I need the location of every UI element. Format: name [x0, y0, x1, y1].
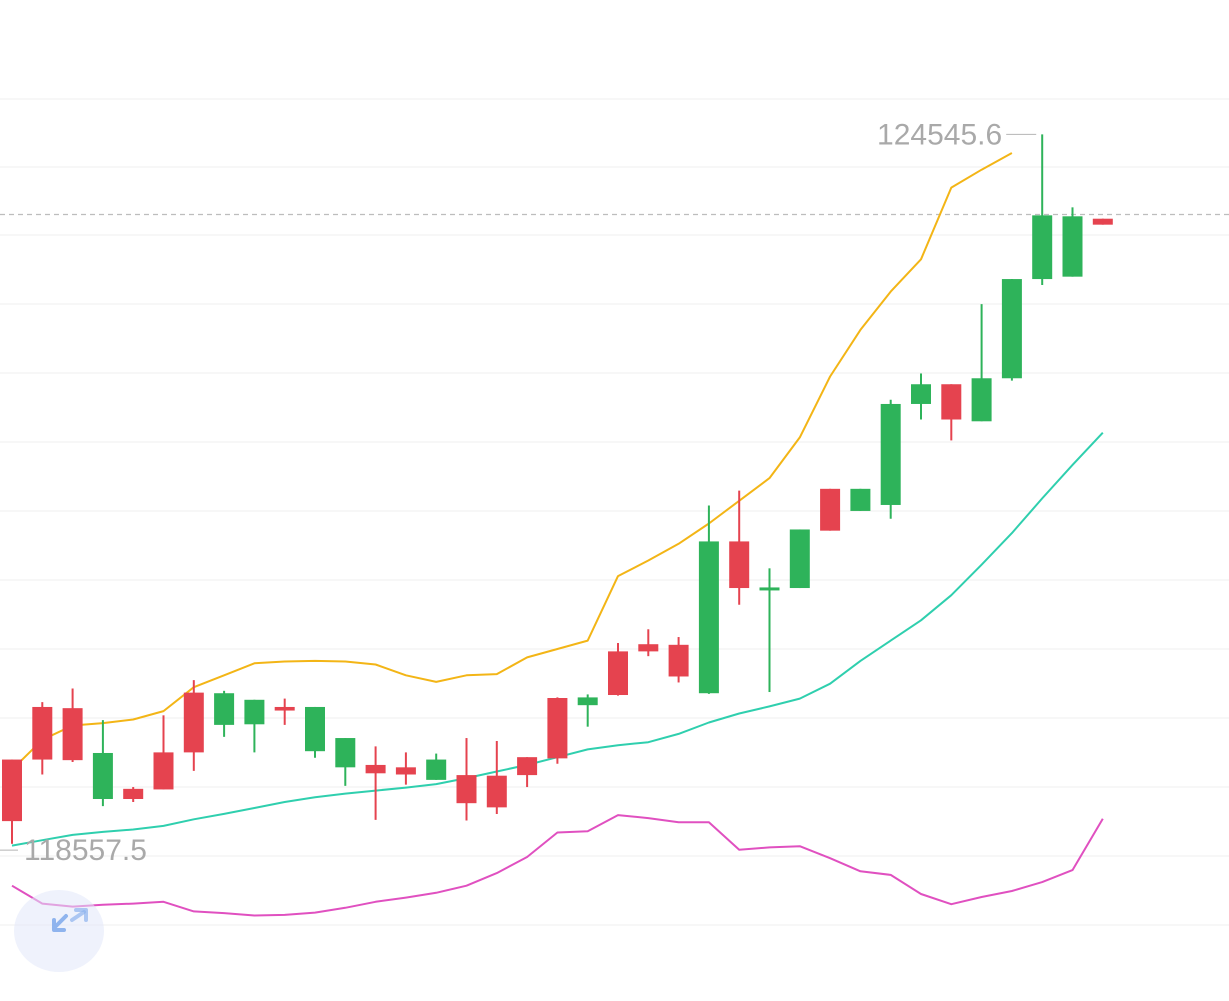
candle-body — [941, 384, 962, 420]
candle-body — [911, 384, 931, 404]
candle-body — [547, 698, 568, 759]
candle — [2, 759, 22, 844]
candle-body — [486, 775, 507, 808]
candle-body — [2, 759, 22, 822]
candle — [32, 702, 53, 775]
candle — [123, 787, 144, 802]
candle — [911, 373, 931, 420]
candle — [486, 741, 507, 814]
candle — [1092, 218, 1113, 225]
candle-body — [426, 759, 447, 780]
ma-short-line — [11, 152, 1013, 771]
candle — [850, 488, 871, 511]
price-labels: 124545.6 118557.5 — [0, 118, 1037, 867]
candle — [577, 694, 598, 727]
candle-body — [183, 692, 204, 753]
candle-body — [729, 541, 750, 589]
candle — [244, 699, 265, 753]
candle — [941, 384, 962, 441]
candle-body — [456, 775, 477, 804]
candle-body — [880, 403, 901, 505]
candle-body — [62, 708, 83, 761]
candle — [153, 715, 174, 790]
candle — [305, 706, 325, 758]
candle-body — [395, 767, 416, 775]
candle — [274, 698, 295, 725]
candle — [880, 399, 901, 519]
candle — [183, 680, 204, 771]
candle-body — [123, 788, 144, 799]
candle — [789, 529, 810, 589]
ma-long-line — [11, 432, 1104, 847]
candle — [759, 568, 780, 693]
candle-body — [668, 644, 689, 677]
candle — [638, 629, 659, 657]
candle — [668, 637, 689, 683]
candles — [2, 134, 1113, 844]
candle-body — [335, 738, 356, 768]
candle-body — [698, 541, 719, 694]
candle — [456, 738, 477, 821]
candle-body — [305, 706, 325, 752]
candle — [608, 643, 628, 696]
candle-body — [1001, 279, 1022, 379]
candle — [517, 757, 538, 788]
candle — [62, 688, 83, 762]
moving-average-lines — [11, 152, 1104, 917]
candle-body — [92, 752, 113, 799]
candle-body — [153, 752, 174, 790]
candle-body — [517, 757, 538, 776]
candle-body — [1092, 218, 1113, 225]
candle-body — [214, 693, 235, 725]
candle — [426, 753, 447, 780]
candle-body — [1062, 216, 1083, 277]
low-price-label: 118557.5 — [24, 834, 147, 867]
candle — [971, 304, 992, 422]
candle-body — [971, 378, 992, 422]
candle-body — [32, 706, 53, 760]
candle-body — [850, 488, 871, 511]
candle — [729, 490, 750, 605]
collapse-chart-button[interactable] — [14, 890, 104, 972]
candle — [214, 690, 235, 737]
candle — [92, 720, 113, 807]
high-price-label: 124545.6 — [877, 118, 1002, 151]
candle-body — [638, 644, 659, 652]
candle — [1062, 207, 1083, 277]
ma-extra-line — [11, 814, 1104, 917]
candle-body — [759, 587, 780, 591]
candle — [1001, 279, 1022, 381]
candle-body — [365, 764, 386, 774]
candle-body — [244, 699, 265, 725]
candle-body — [820, 488, 841, 531]
candle — [335, 738, 356, 786]
candle — [1032, 134, 1053, 286]
collapse-arrows-icon — [52, 908, 88, 932]
candle — [395, 752, 416, 785]
grid-lines — [0, 98, 1229, 926]
candle-body — [1032, 215, 1053, 280]
candle — [547, 697, 568, 764]
candle-body — [274, 706, 295, 711]
candle-body — [789, 529, 810, 589]
candle — [365, 746, 386, 820]
candle-body — [608, 651, 628, 696]
candle-body — [577, 697, 598, 706]
candle — [698, 505, 719, 694]
candle — [820, 488, 841, 531]
